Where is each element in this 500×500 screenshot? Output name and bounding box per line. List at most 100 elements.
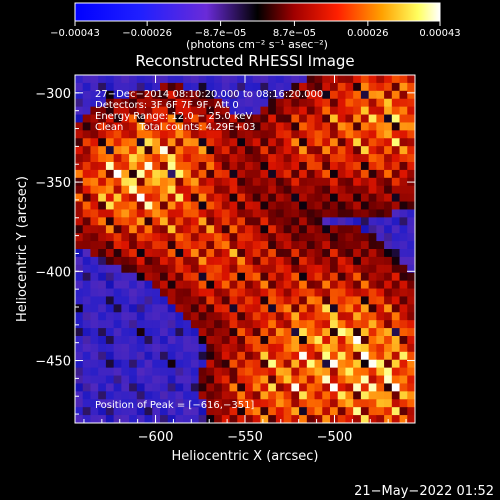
- heatmap-cell: [345, 328, 354, 337]
- heatmap-cell: [345, 193, 354, 203]
- heatmap-cell: [322, 375, 331, 385]
- x-tick-label: −600: [138, 430, 174, 445]
- heatmap-cell: [322, 162, 331, 171]
- heatmap-cell: [237, 90, 246, 100]
- heatmap-cell: [291, 367, 300, 377]
- heatmap-cell: [129, 375, 138, 385]
- heatmap-cell: [175, 343, 184, 353]
- heatmap-cell: [245, 280, 254, 290]
- heatmap-cell: [283, 98, 292, 108]
- heatmap-cell: [391, 399, 401, 408]
- heatmap-cell: [229, 82, 238, 92]
- heatmap-cell: [407, 367, 415, 377]
- heatmap-cell: [291, 106, 300, 116]
- heatmap-cell: [113, 177, 122, 187]
- heatmap-cell: [75, 106, 84, 116]
- heatmap-cell: [291, 154, 300, 163]
- heatmap-cell: [136, 169, 146, 179]
- heatmap-cell: [136, 272, 146, 282]
- heatmap-cell: [391, 296, 401, 305]
- heatmap-cell: [345, 162, 354, 171]
- heatmap-cell: [206, 82, 215, 92]
- colorbar-tick-label: −0.00026: [122, 28, 172, 39]
- heatmap-cell: [82, 177, 92, 187]
- heatmap-cell: [229, 407, 238, 416]
- heatmap-cell: [90, 272, 99, 282]
- annotation-energy-range: Energy Range: 12.0 − 25.0 keV: [95, 111, 252, 122]
- heatmap-cell: [121, 264, 130, 274]
- heatmap-cell: [353, 82, 362, 92]
- heatmap-cell: [360, 304, 370, 313]
- heatmap-cell: [260, 280, 269, 290]
- heatmap-cell: [167, 122, 177, 131]
- heatmap-cell: [160, 209, 169, 218]
- heatmap-cell: [306, 328, 316, 337]
- heatmap-cell: [237, 328, 246, 337]
- heatmap-cell: [391, 312, 401, 321]
- heatmap-cell: [322, 217, 331, 226]
- heatmap-cell: [299, 177, 308, 187]
- heatmap-cell: [113, 280, 122, 290]
- heatmap-cell: [360, 90, 370, 100]
- heatmap-cell: [152, 312, 161, 321]
- heatmap-cell: [206, 383, 215, 392]
- heatmap-cell: [391, 154, 401, 163]
- heatmap-cell: [252, 82, 262, 92]
- heatmap-cell: [322, 90, 331, 100]
- heatmap-cell: [113, 225, 122, 234]
- heatmap-cell: [136, 106, 146, 116]
- heatmap-cell: [129, 407, 138, 416]
- heatmap-cell: [268, 122, 277, 131]
- heatmap-cell: [399, 138, 408, 147]
- heatmap-cell: [384, 75, 393, 84]
- heatmap-cell: [113, 162, 122, 171]
- heatmap-cell: [275, 122, 285, 131]
- heatmap-cell: [245, 122, 254, 131]
- heatmap-cell: [221, 75, 231, 84]
- heatmap-cell: [129, 82, 138, 92]
- chart-title: Reconstructed RHESSI Image: [135, 52, 354, 70]
- heatmap-cell: [113, 233, 122, 242]
- heatmap-cell: [113, 241, 122, 250]
- heatmap-cell: [314, 359, 323, 369]
- heatmap-cell: [299, 241, 308, 250]
- heatmap-cell: [360, 359, 370, 369]
- heatmap-cell: [190, 296, 200, 305]
- heatmap-cell: [299, 296, 308, 305]
- heatmap-cell: [113, 320, 122, 329]
- heatmap-cell: [260, 209, 269, 218]
- heatmap-cell: [384, 193, 393, 203]
- heatmap-cell: [353, 209, 362, 218]
- heatmap-cell: [175, 90, 184, 100]
- heatmap-cell: [98, 146, 107, 155]
- heatmap-cell: [407, 82, 415, 92]
- heatmap-cell: [167, 169, 177, 179]
- heatmap-cell: [275, 82, 285, 92]
- heatmap-cell: [98, 391, 107, 400]
- heatmap-cell: [275, 114, 285, 124]
- heatmap-cell: [90, 256, 99, 266]
- heatmap-cell: [167, 288, 177, 298]
- heatmap-cell: [245, 249, 254, 258]
- heatmap-cell: [345, 217, 354, 226]
- heatmap-cell: [229, 328, 238, 337]
- heatmap-cell: [384, 399, 393, 408]
- heatmap-cell: [299, 288, 308, 298]
- heatmap-cell: [314, 185, 323, 195]
- heatmap-cell: [353, 201, 362, 211]
- heatmap-cell: [167, 106, 177, 116]
- heatmap-cell: [291, 288, 300, 298]
- heatmap-cell: [190, 217, 200, 226]
- heatmap-cell: [245, 343, 254, 353]
- heatmap-cell: [360, 399, 370, 408]
- heatmap-cell: [214, 359, 223, 369]
- heatmap-cell: [391, 177, 401, 187]
- heatmap-cell: [82, 288, 92, 298]
- heatmap-cell: [268, 256, 277, 266]
- heatmap-cell: [214, 336, 223, 345]
- heatmap-cell: [283, 90, 292, 100]
- heatmap-cell: [167, 391, 177, 400]
- heatmap-cell: [167, 383, 177, 392]
- heatmap-cell: [252, 320, 262, 329]
